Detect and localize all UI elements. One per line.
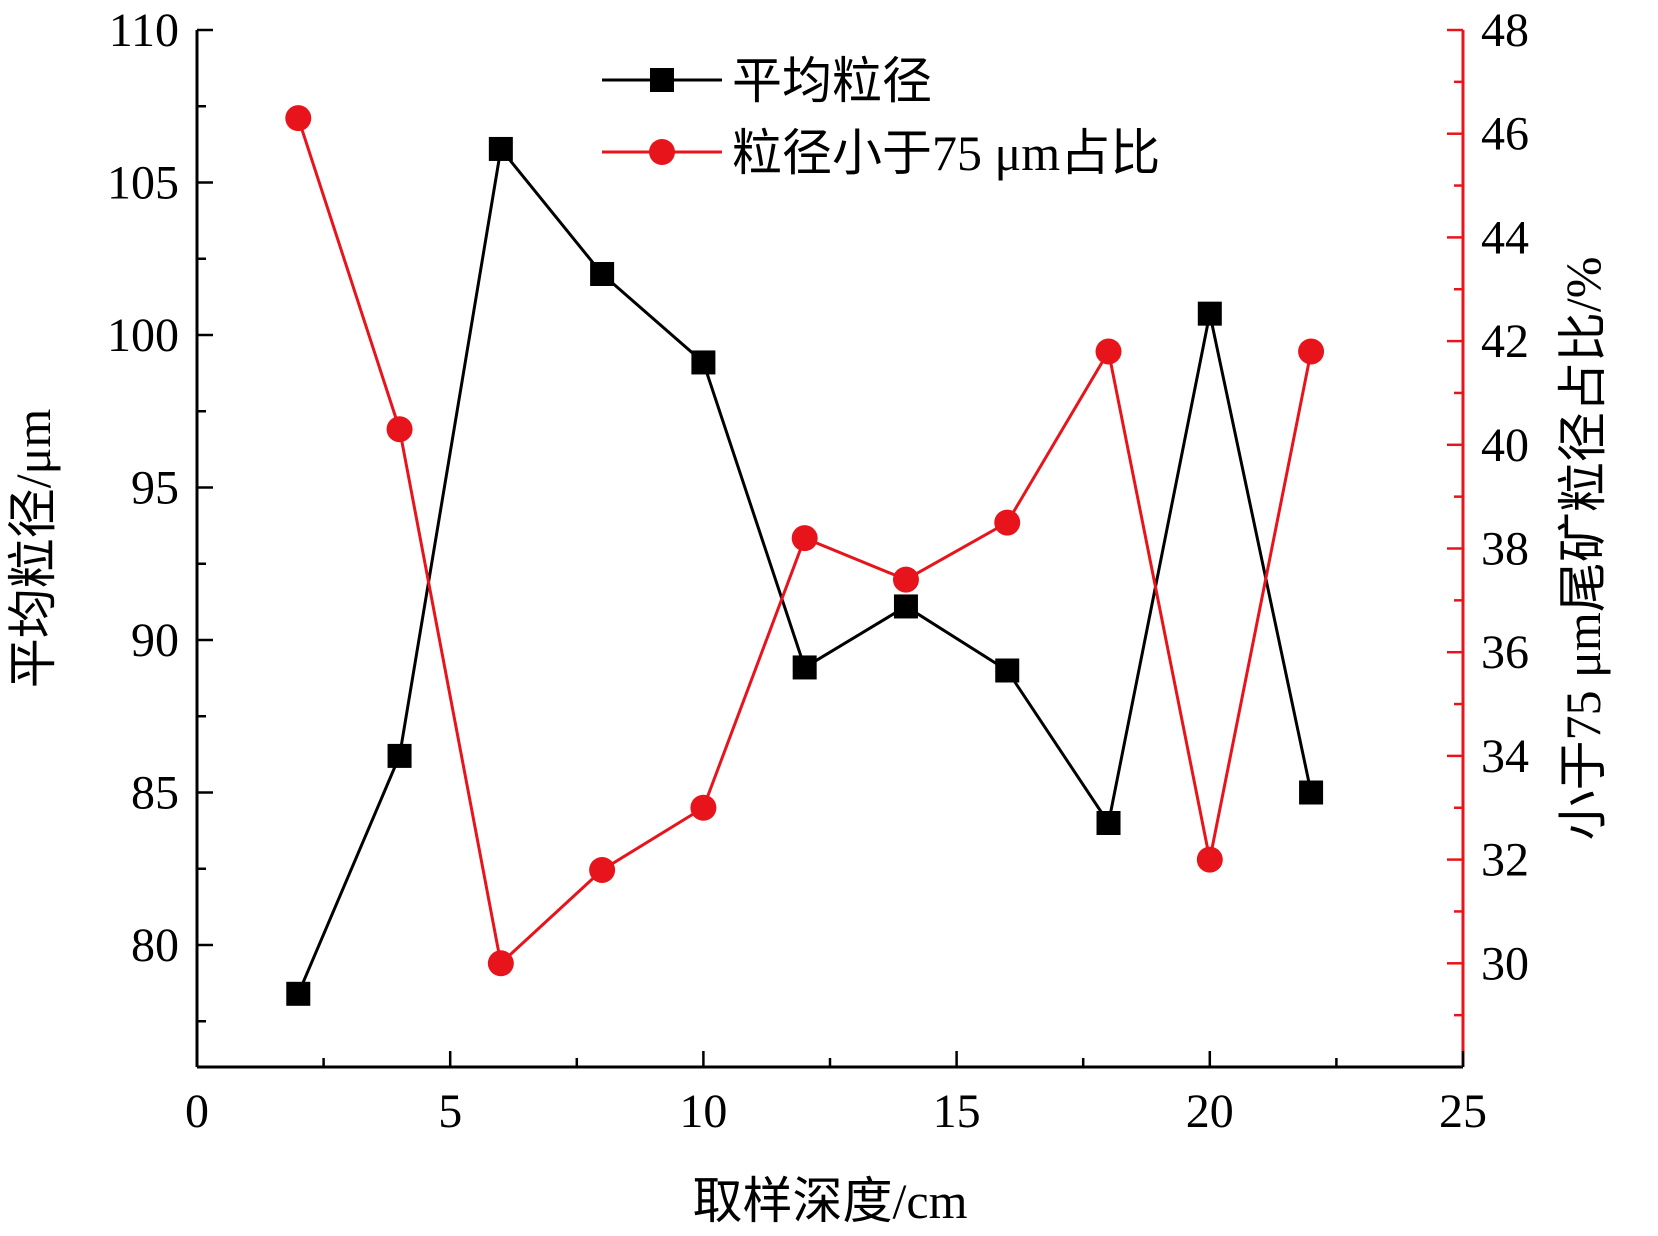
- data-point-square: [387, 743, 412, 768]
- series-layer: [285, 105, 1325, 1006]
- x-axis-ticks: 0 5 10 15 20 25: [185, 1051, 1487, 1138]
- right-y-tick-label: 36: [1481, 626, 1529, 679]
- data-point-circle: [1298, 338, 1325, 365]
- legend-label-avg-size: 平均粒径: [732, 53, 932, 109]
- right-y-tick-label: 42: [1481, 315, 1529, 368]
- data-point-circle: [386, 416, 413, 443]
- left-y-axis-ticks: 80 85 90 95 100 105 110: [107, 4, 213, 1023]
- left-y-tick-label: 95: [131, 462, 179, 515]
- right-y-tick-label: 48: [1481, 4, 1529, 57]
- x-tick-label: 5: [438, 1085, 462, 1138]
- data-point-circle: [690, 794, 717, 821]
- data-point-square: [792, 655, 817, 680]
- data-point-square: [1197, 301, 1222, 326]
- right-y-tick-label: 46: [1481, 108, 1529, 161]
- legend-item-fine-ratio: 粒径小于75 μm占比: [602, 125, 1160, 181]
- legend: 平均粒径 粒径小于75 μm占比: [602, 53, 1160, 181]
- series-line: [296, 145, 1313, 995]
- legend-marker-square: [650, 68, 674, 92]
- left-y-tick-label: 85: [131, 767, 179, 820]
- right-y-tick-label: 44: [1481, 211, 1529, 264]
- data-point-square: [995, 658, 1020, 683]
- left-y-tick-label: 90: [131, 614, 179, 667]
- data-point-square: [590, 262, 615, 286]
- left-y-tick-label: 105: [107, 157, 179, 210]
- right-y-tick-label: 34: [1481, 730, 1529, 783]
- x-tick-label: 10: [679, 1085, 727, 1138]
- data-point-circle: [994, 509, 1021, 536]
- data-point-square: [691, 350, 716, 375]
- data-point-square: [286, 981, 311, 1006]
- data-point-circle: [791, 525, 818, 552]
- right-y-axis-label: 小于75 μm尾矿粒径占比/%: [1555, 257, 1611, 841]
- x-tick-label: 25: [1439, 1085, 1487, 1138]
- legend-marker-circle: [649, 139, 675, 165]
- data-point-square: [488, 136, 513, 161]
- left-y-tick-label: 110: [109, 4, 179, 57]
- left-y-tick-label: 100: [107, 309, 179, 362]
- x-tick-label: 20: [1186, 1085, 1234, 1138]
- data-point-square: [1096, 811, 1121, 835]
- x-axis-label: 取样深度/cm: [693, 1173, 968, 1229]
- data-point-circle: [892, 566, 919, 593]
- data-point-circle: [1196, 846, 1223, 873]
- right-y-tick-label: 40: [1481, 419, 1529, 472]
- right-y-tick-label: 38: [1481, 523, 1529, 576]
- right-y-tick-label: 30: [1481, 937, 1529, 990]
- series-1: [285, 105, 1325, 977]
- data-point-circle: [285, 105, 312, 132]
- data-point-square: [1299, 780, 1324, 805]
- right-y-tick-label: 32: [1481, 834, 1529, 887]
- right-y-axis-ticks: 30 32 34 36 38 40 42 44 46 48: [1447, 4, 1529, 1017]
- data-point-square: [893, 594, 918, 619]
- data-point-circle: [487, 950, 514, 977]
- left-y-tick-label: 80: [131, 919, 179, 972]
- x-tick-label: 15: [933, 1085, 981, 1138]
- data-point-circle: [1095, 338, 1122, 365]
- legend-item-avg-size: 平均粒径: [602, 53, 932, 109]
- left-y-axis-label: 平均粒径/μm: [5, 409, 61, 689]
- x-tick-label: 0: [185, 1085, 209, 1138]
- data-point-circle: [589, 856, 616, 883]
- series-0: [286, 136, 1324, 1006]
- legend-label-fine-ratio: 粒径小于75 μm占比: [732, 125, 1160, 181]
